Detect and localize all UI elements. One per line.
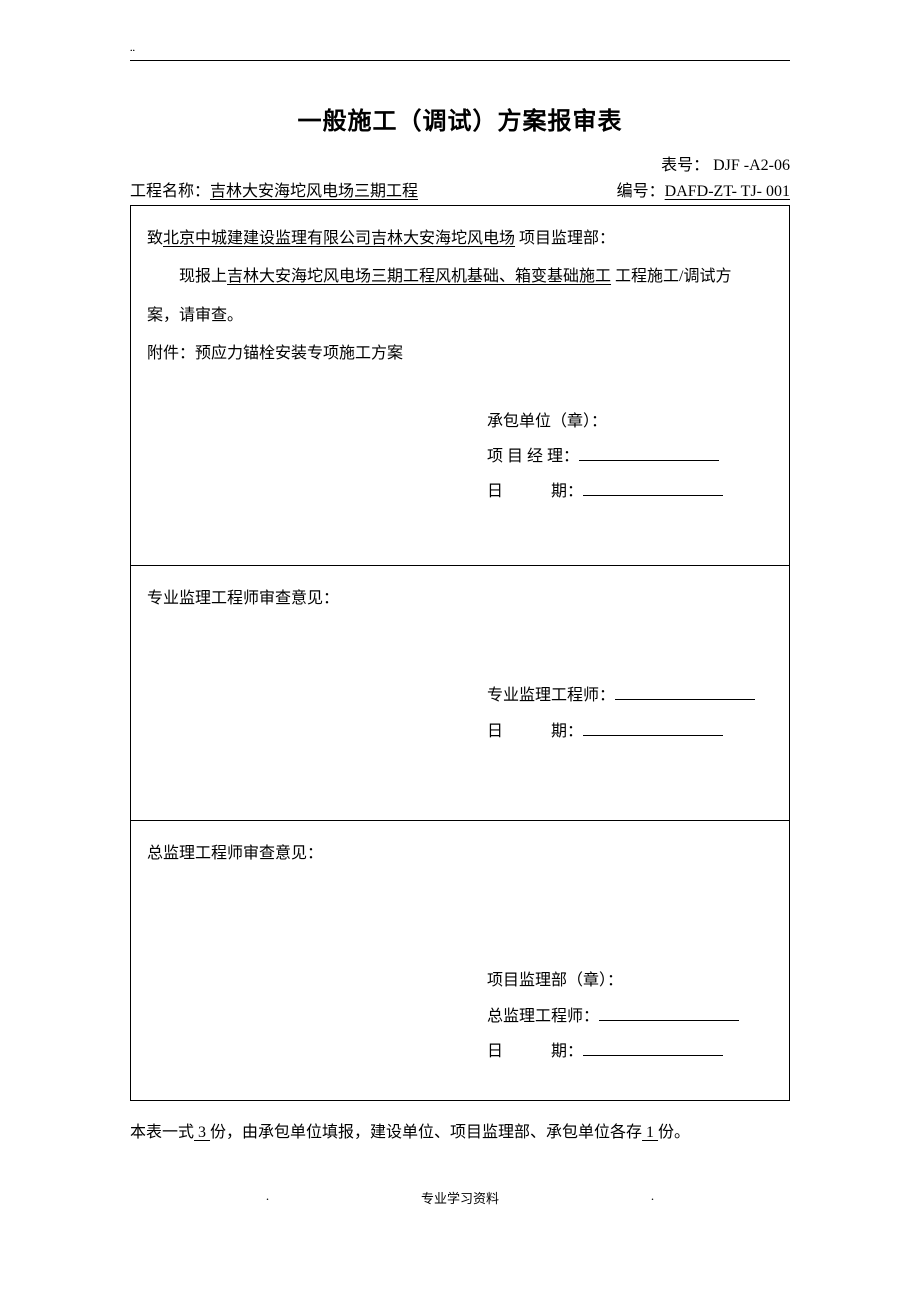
date-line-2: 日 期： (487, 714, 773, 749)
signature-block-1: 承包单位（章）： 项 目 经 理： 日 期： (147, 404, 773, 510)
project-name-value: 吉林大安海坨风电场三期工程 (210, 183, 418, 200)
addressee-line: 致北京中城建建设监理有限公司吉林大安海坨风电场 项目监理部： (147, 220, 773, 258)
section-3: 总监理工程师审查意见： 项目监理部（章）： 总监理工程师： 日 期： (131, 821, 790, 1101)
form-number: 表号： DJF -A2-06 (661, 151, 790, 175)
section-2: 专业监理工程师审查意见： 专业监理工程师： 日 期： (131, 566, 790, 821)
date-label-3: 日 期： (487, 1043, 583, 1060)
date-blank-1 (583, 495, 723, 496)
project-manager-label: 项 目 经 理： (487, 448, 579, 465)
chief-opinion-heading: 总监理工程师审查意见： (147, 835, 773, 873)
supervisor-engineer-label: 专业监理工程师： (487, 687, 615, 704)
form-number-label: 表号： (661, 157, 709, 174)
footer-suffix: 份。 (658, 1124, 690, 1141)
footer-prefix: 本表一式 (130, 1124, 194, 1141)
footer-dot-left: . (266, 1188, 269, 1207)
supervisor-engineer-line: 专业监理工程师： (487, 678, 773, 713)
form-number-row: 表号： DJF -A2-06 (130, 151, 790, 175)
date-blank-2 (583, 735, 723, 736)
date-label-1: 日 期： (487, 483, 583, 500)
form-number-value: DJF -A2-06 (713, 157, 790, 174)
contractor-unit-label: 承包单位（章）： (487, 404, 773, 439)
serial-label: 编号： (617, 183, 665, 200)
date-line-1: 日 期： (487, 474, 773, 509)
chief-engineer-label: 总监理工程师： (487, 1008, 599, 1025)
date-label-2: 日 期： (487, 723, 583, 740)
body-line-2: 案，请审查。 (147, 297, 773, 335)
supervisor-opinion-heading: 专业监理工程师审查意见： (147, 580, 773, 618)
form-table: 致北京中城建建设监理有限公司吉林大安海坨风电场 项目监理部： 现报上吉林大安海坨… (130, 205, 790, 1101)
body-line-1: 现报上吉林大安海坨风电场三期工程风机基础、箱变基础施工 工程施工/调试方 (147, 258, 773, 296)
footer-dot-right: . (651, 1188, 654, 1207)
footer-note: 本表一式 3 份，由承包单位填报，建设单位、项目监理部、承包单位各存 1 份。 (130, 1119, 790, 1148)
serial-number: 编号：DAFD-ZT- TJ- 001 (617, 177, 790, 201)
body-project: 吉林大安海坨风电场三期工程风机基础、箱变基础施工 (227, 268, 611, 285)
page-container: 一般施工（调试）方案报审表 表号： DJF -A2-06 工程名称：吉林大安海坨… (0, 0, 920, 1247)
attachment-line: 附件：预应力锚栓安装专项施工方案 (147, 335, 773, 373)
footer-mid: 份，由承包单位填报，建设单位、项目监理部、承包单位各存 (210, 1124, 642, 1141)
date-blank-3 (583, 1055, 723, 1056)
document-title: 一般施工（调试）方案报审表 (130, 101, 790, 136)
addressee-name: 北京中城建建设监理有限公司吉林大安海坨风电场 (163, 230, 515, 247)
date-line-3: 日 期： (487, 1034, 773, 1069)
project-name: 工程名称：吉林大安海坨风电场三期工程 (130, 177, 418, 201)
chief-engineer-blank (599, 1020, 739, 1021)
project-manager-blank (579, 460, 719, 461)
serial-number-value: DAFD-ZT- TJ- 001 (665, 183, 790, 200)
supervision-dept-label: 项目监理部（章）： (487, 963, 773, 998)
signature-block-3: 项目监理部（章）： 总监理工程师： 日 期： (147, 963, 773, 1069)
header-rule (130, 60, 790, 61)
addressee-suffix: 项目监理部： (515, 230, 615, 247)
chief-engineer-line: 总监理工程师： (487, 999, 773, 1034)
footer-each: 1 (642, 1124, 658, 1141)
addressee-prefix: 致 (147, 230, 163, 247)
footer-copies: 3 (194, 1124, 210, 1141)
project-manager-line: 项 目 经 理： (487, 439, 773, 474)
body-suffix: 工程施工/调试方 (611, 268, 731, 285)
page-footer: . 专业学习资料 . (130, 1188, 790, 1207)
body-prefix: 现报上 (179, 268, 227, 285)
project-row: 工程名称：吉林大安海坨风电场三期工程 编号：DAFD-ZT- TJ- 001 (130, 177, 790, 201)
project-label: 工程名称： (130, 183, 210, 200)
section-1: 致北京中城建建设监理有限公司吉林大安海坨风电场 项目监理部： 现报上吉林大安海坨… (131, 206, 790, 566)
supervisor-engineer-blank (615, 699, 755, 700)
footer-center-text: 专业学习资料 (421, 1188, 499, 1207)
signature-block-2: 专业监理工程师： 日 期： (147, 678, 773, 748)
